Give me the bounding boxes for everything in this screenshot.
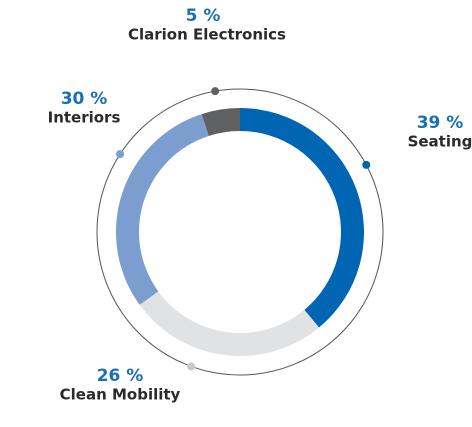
donut-segment — [201, 108, 240, 136]
donut-segment — [116, 114, 209, 305]
value-label: 5 % — [186, 6, 221, 26]
outer-ring — [96, 88, 384, 376]
value-label: 30 % — [61, 89, 108, 109]
category-label: Seating — [408, 133, 472, 151]
category-label: Clean Mobility — [60, 386, 181, 404]
value-label: 26 % — [97, 366, 144, 386]
label-dot — [116, 150, 125, 159]
category-label: Interiors — [48, 109, 121, 127]
label-dot — [211, 87, 220, 96]
label-dot — [187, 362, 196, 371]
donut-segment — [240, 108, 364, 328]
value-label: 39 % — [417, 113, 464, 133]
label-dot — [362, 160, 371, 169]
donut-segment — [139, 291, 320, 356]
category-label: Clarion Electronics — [128, 26, 286, 44]
